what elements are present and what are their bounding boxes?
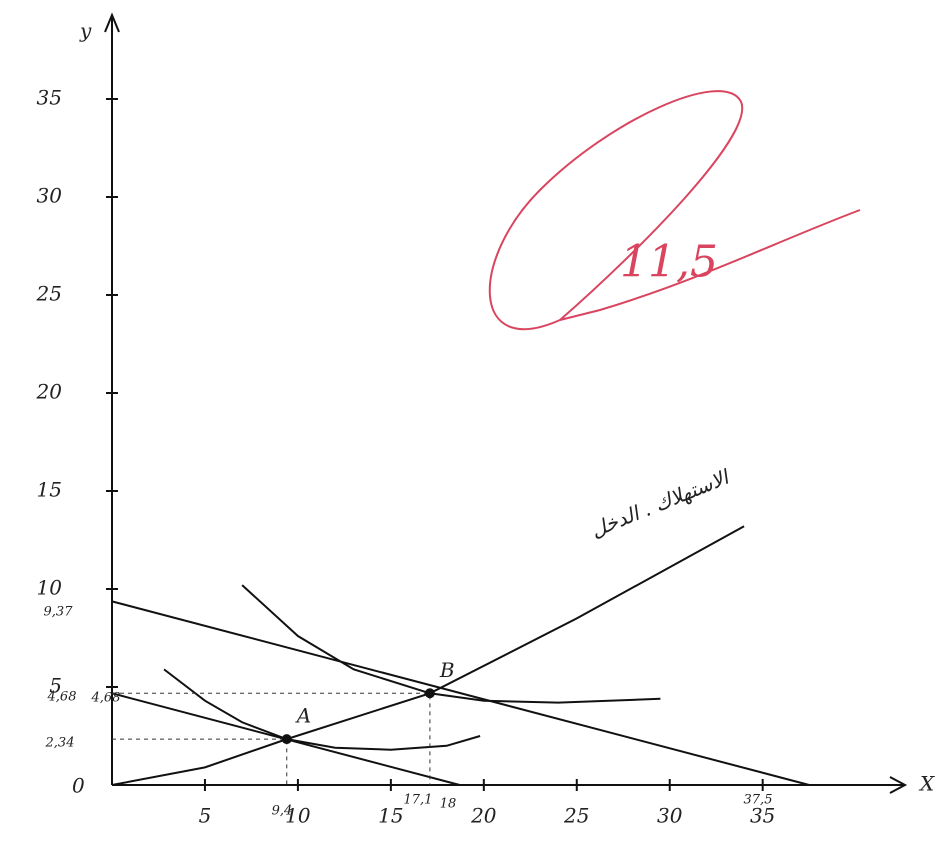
origin-label: 0 bbox=[72, 774, 85, 798]
annotation: 4,68 bbox=[91, 691, 121, 706]
x-tick-label: 15 bbox=[378, 804, 403, 828]
y-tick-label: 25 bbox=[36, 282, 62, 306]
x-tick-label: 30 bbox=[657, 804, 683, 828]
page: 11,5 Xy051015202530355101520253035AB9,37… bbox=[0, 0, 939, 865]
y-tick-label: 10 bbox=[37, 576, 63, 600]
annotation: 37,5 bbox=[744, 793, 773, 808]
chart: 11,5 Xy051015202530355101520253035AB9,37… bbox=[0, 0, 939, 865]
grade: 11,5 bbox=[620, 237, 718, 288]
point-label: A bbox=[295, 704, 311, 728]
y-tick-label: 35 bbox=[37, 86, 62, 110]
y-tick-label: 20 bbox=[36, 380, 63, 404]
annotation: الاستهلاك . الدخل bbox=[587, 464, 734, 542]
annotation: 2,34 bbox=[45, 736, 75, 751]
point bbox=[425, 688, 435, 698]
guide-line bbox=[112, 693, 430, 785]
x-tick-label: 20 bbox=[470, 804, 497, 828]
x-tick-label: 25 bbox=[563, 804, 589, 828]
annotation: 9,4 bbox=[272, 804, 293, 819]
x-tick-label: 5 bbox=[199, 804, 212, 828]
grade-circle bbox=[490, 91, 860, 329]
annotation: 4,68 bbox=[47, 690, 77, 705]
point bbox=[282, 734, 292, 744]
curve bbox=[242, 585, 660, 703]
annotation: 9,37 bbox=[44, 605, 74, 620]
guide-line bbox=[112, 739, 287, 785]
y-tick-label: 30 bbox=[37, 184, 63, 208]
point-label: B bbox=[439, 658, 455, 682]
y-axis-label: y bbox=[79, 19, 92, 43]
annotation: 17,1 bbox=[404, 793, 433, 808]
x-axis-label: X bbox=[918, 772, 935, 796]
curve bbox=[164, 669, 480, 749]
annotation: 18 bbox=[440, 797, 457, 812]
y-tick-label: 15 bbox=[37, 478, 62, 502]
